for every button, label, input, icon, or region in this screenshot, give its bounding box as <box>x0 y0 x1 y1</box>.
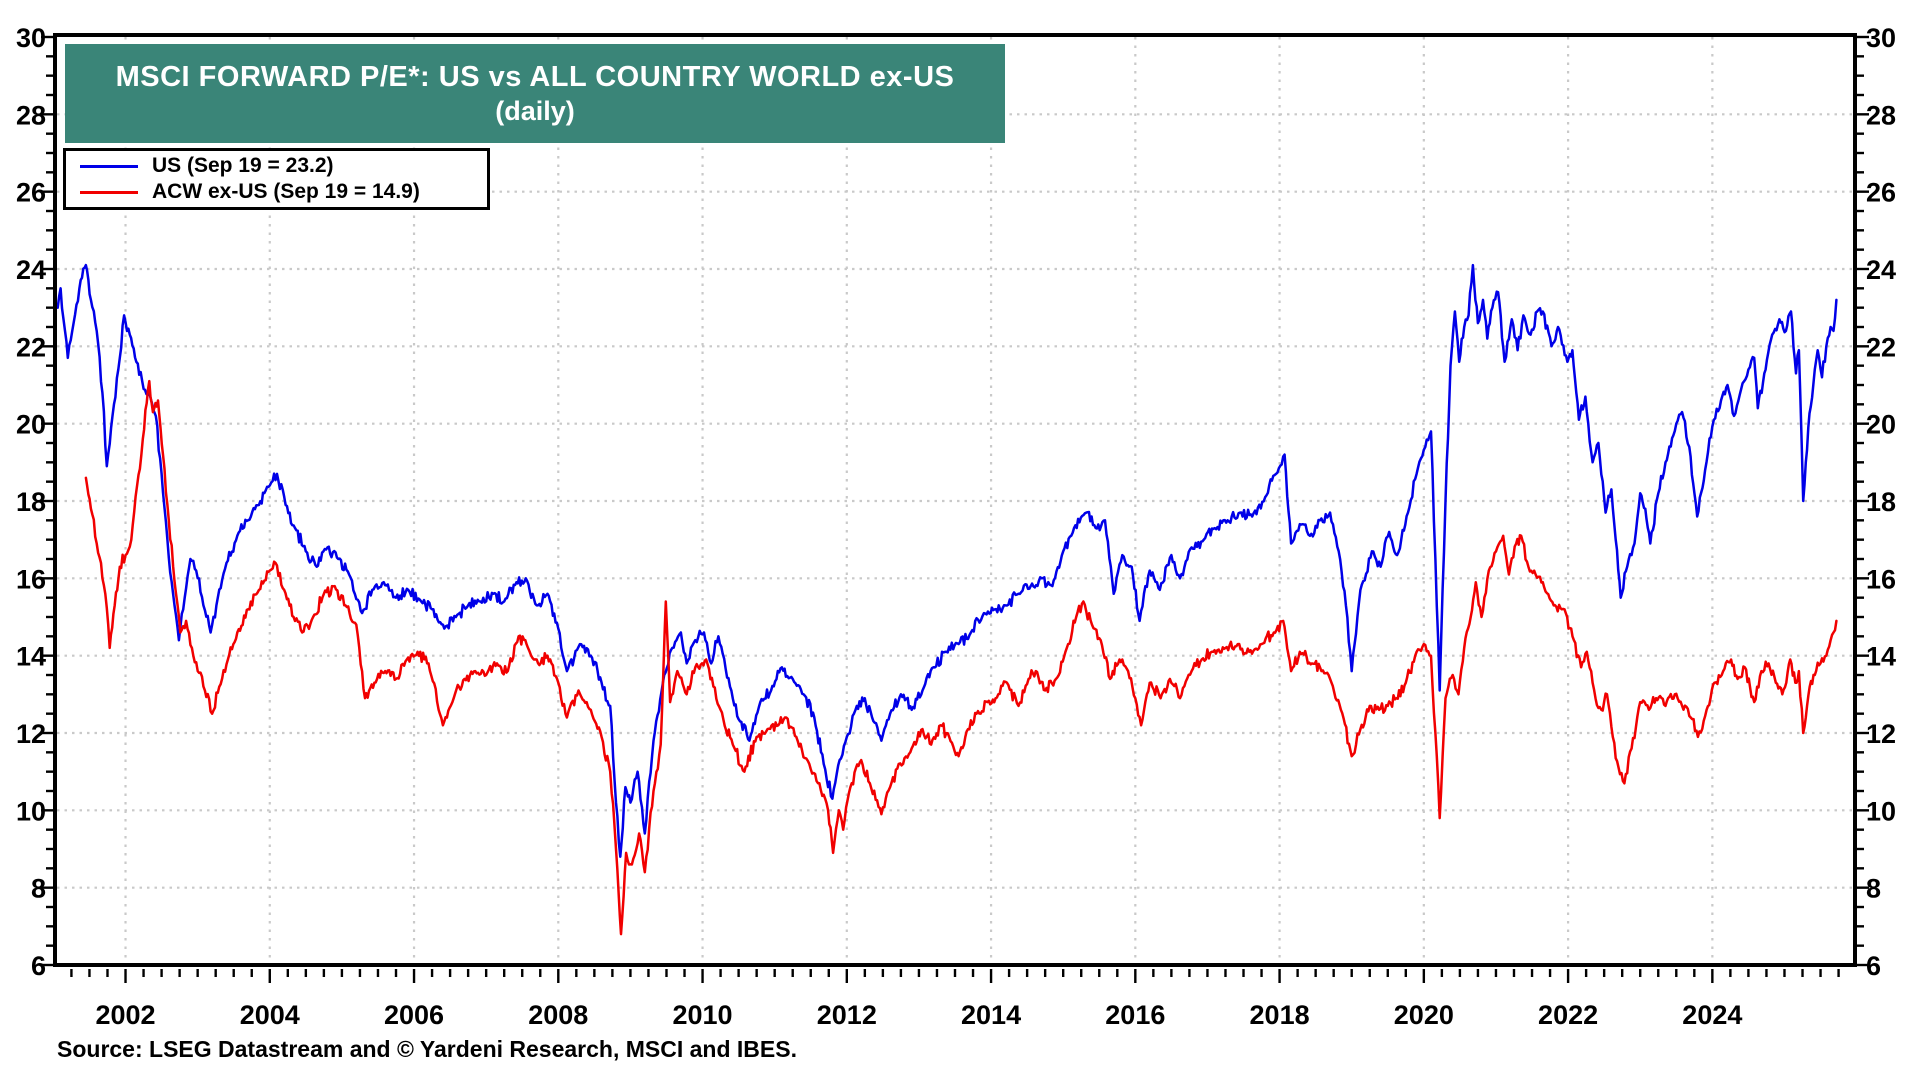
svg-text:10: 10 <box>16 796 46 826</box>
svg-text:18: 18 <box>1866 487 1896 517</box>
legend-box: US (Sep 19 = 23.2) ACW ex-US (Sep 19 = 1… <box>63 148 490 210</box>
acw-ex-us-line-swatch <box>80 190 138 194</box>
svg-text:2010: 2010 <box>673 1000 733 1030</box>
svg-text:6: 6 <box>31 951 46 981</box>
chart-title: MSCI FORWARD P/E*: US vs ALL COUNTRY WOR… <box>115 60 955 93</box>
svg-text:28: 28 <box>1866 100 1896 130</box>
svg-text:12: 12 <box>16 719 46 749</box>
svg-text:2012: 2012 <box>817 1000 877 1030</box>
svg-text:14: 14 <box>16 642 46 672</box>
svg-text:2016: 2016 <box>1105 1000 1165 1030</box>
svg-text:2024: 2024 <box>1682 1000 1742 1030</box>
svg-text:2006: 2006 <box>384 1000 444 1030</box>
svg-text:24: 24 <box>16 255 46 285</box>
svg-text:30: 30 <box>16 23 46 53</box>
svg-text:16: 16 <box>16 564 46 594</box>
svg-text:10: 10 <box>1866 796 1896 826</box>
plot-border <box>53 33 1857 967</box>
legend-item-us: US (Sep 19 = 23.2) <box>66 153 487 179</box>
svg-text:2020: 2020 <box>1394 1000 1454 1030</box>
svg-text:16: 16 <box>1866 564 1896 594</box>
chart-subtitle: (daily) <box>495 95 575 126</box>
series-line-us <box>56 263 1838 858</box>
svg-text:2004: 2004 <box>240 1000 300 1030</box>
svg-text:8: 8 <box>1866 874 1881 904</box>
series-line-acw-ex-us <box>84 379 1838 936</box>
svg-text:2014: 2014 <box>961 1000 1021 1030</box>
svg-text:6: 6 <box>1866 951 1881 981</box>
us-line-swatch <box>80 164 138 168</box>
svg-text:20: 20 <box>16 410 46 440</box>
svg-text:14: 14 <box>1866 642 1896 672</box>
svg-text:20: 20 <box>1866 410 1896 440</box>
legend-label-us: US (Sep 19 = 23.2) <box>152 154 334 177</box>
svg-text:22: 22 <box>1866 332 1896 362</box>
svg-text:24: 24 <box>1866 255 1896 285</box>
svg-text:2002: 2002 <box>95 1000 155 1030</box>
svg-text:30: 30 <box>1866 23 1896 53</box>
svg-text:22: 22 <box>16 332 46 362</box>
svg-text:26: 26 <box>1866 178 1896 208</box>
data-series <box>56 263 1838 936</box>
svg-text:2008: 2008 <box>528 1000 588 1030</box>
svg-text:28: 28 <box>16 100 46 130</box>
svg-text:8: 8 <box>31 874 46 904</box>
source-attribution: Source: LSEG Datastream and © Yardeni Re… <box>57 1036 797 1062</box>
svg-text:2018: 2018 <box>1250 1000 1310 1030</box>
legend-item-acw-ex-us: ACW ex-US (Sep 19 = 14.9) <box>66 179 487 205</box>
svg-text:2022: 2022 <box>1538 1000 1598 1030</box>
svg-text:18: 18 <box>16 487 46 517</box>
legend-label-acw-ex-us: ACW ex-US (Sep 19 = 14.9) <box>152 180 420 203</box>
svg-text:12: 12 <box>1866 719 1896 749</box>
axis-ticks <box>41 35 1869 983</box>
svg-text:26: 26 <box>16 178 46 208</box>
chart-title-banner: MSCI FORWARD P/E*: US vs ALL COUNTRY WOR… <box>65 44 1005 143</box>
